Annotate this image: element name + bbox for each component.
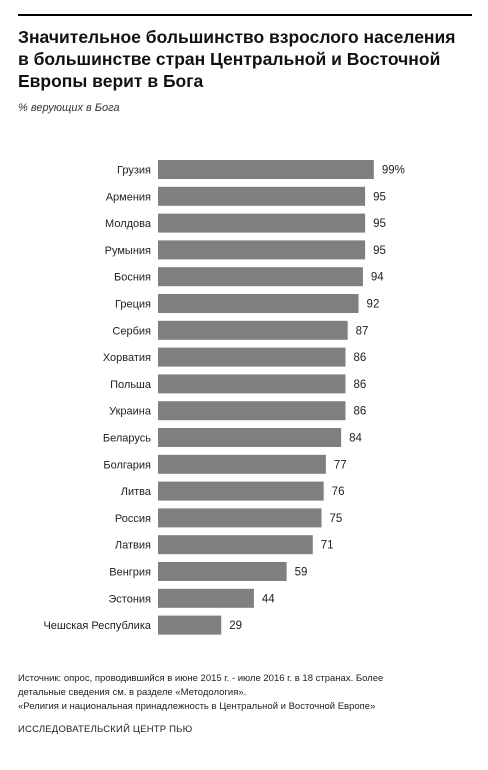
bar	[158, 508, 322, 528]
bar	[158, 213, 366, 233]
bar	[158, 186, 366, 206]
value-label: 71	[321, 540, 334, 552]
value-label: 86	[353, 352, 366, 364]
value-label: 86	[353, 406, 366, 418]
category-label: Украина	[109, 406, 152, 418]
category-label: Босния	[114, 272, 151, 284]
category-label: Польша	[110, 379, 152, 391]
bar	[158, 454, 326, 474]
organization-name: ИССЛЕДОВАТЕЛЬСКИЙ ЦЕНТР ПЬЮ	[18, 724, 193, 735]
value-label: 77	[334, 459, 347, 471]
value-label: 94	[371, 272, 384, 284]
bar-chart: Грузия 99% Армения 95 Молдова 95 Румыния 95 Босн…	[43, 160, 405, 635]
source-line-2: детальные сведения см. в разделе «Методо…	[18, 687, 247, 698]
category-label: Сербия	[112, 325, 151, 337]
chart-title: Значительное большинство взрослого насел…	[18, 27, 456, 91]
category-label: Греция	[115, 299, 151, 311]
category-label: Армения	[106, 191, 151, 203]
bar	[158, 535, 313, 555]
source-note: Источник: опрос, проводившийся в июне 20…	[18, 672, 478, 714]
bar	[158, 481, 324, 501]
bar	[158, 347, 346, 367]
category-label: Беларусь	[103, 433, 151, 445]
value-label: 92	[367, 299, 380, 311]
bar	[158, 588, 254, 608]
value-label: 76	[332, 486, 345, 498]
value-label: 86	[353, 379, 366, 391]
bar	[158, 240, 366, 260]
bar	[158, 428, 342, 447]
value-label: 95	[373, 245, 386, 257]
bar	[158, 294, 359, 313]
category-label: Молдова	[105, 218, 152, 230]
bar	[158, 374, 346, 394]
bar	[158, 615, 222, 635]
chart-subtitle: % верующих в Бога	[18, 102, 120, 114]
value-label: 29	[229, 620, 242, 632]
value-label: 84	[349, 433, 362, 445]
source-line-1: Источник: опрос, проводившийся в июне 20…	[18, 673, 384, 684]
value-label: 99%	[382, 165, 405, 177]
value-label: 95	[373, 218, 386, 230]
source-line-3: «Религия и национальная принадлежность в…	[18, 701, 376, 712]
category-label: Латвия	[115, 540, 151, 552]
category-label: Хорватия	[103, 352, 151, 364]
category-label: Грузия	[117, 165, 151, 177]
category-label: Эстония	[108, 593, 151, 605]
value-label: 44	[262, 593, 275, 605]
value-label: 75	[330, 513, 343, 525]
top-rule	[18, 14, 472, 16]
category-label: Болгария	[103, 459, 151, 471]
value-label: 87	[356, 325, 369, 337]
bar	[158, 267, 363, 287]
category-label: Румыния	[105, 245, 151, 257]
value-label: 95	[373, 191, 386, 203]
category-label: Россия	[115, 513, 151, 525]
bar	[158, 160, 374, 179]
category-label: Чешская Республика	[43, 620, 151, 632]
value-label: 59	[295, 567, 308, 579]
bar	[158, 320, 348, 340]
category-label: Венгрия	[109, 567, 151, 579]
category-label: Литва	[121, 486, 152, 498]
bar	[158, 401, 346, 421]
bar	[158, 562, 287, 581]
